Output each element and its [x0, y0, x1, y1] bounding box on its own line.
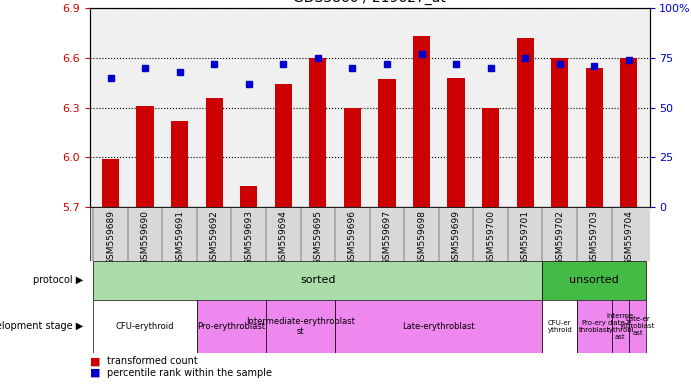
Text: GSM559699: GSM559699 [451, 210, 461, 265]
Bar [335, 300, 542, 353]
Text: Pro-erythroblast: Pro-erythroblast [198, 322, 265, 331]
Title: GDS3860 / 219627_at: GDS3860 / 219627_at [293, 0, 446, 5]
Text: transformed count: transformed count [107, 356, 198, 366]
Bar [343, 108, 361, 207]
Text: GSM559696: GSM559696 [348, 210, 357, 265]
Text: GSM559692: GSM559692 [209, 210, 219, 265]
Text: percentile rank within the sample: percentile rank within the sample [107, 368, 272, 378]
Bar [542, 261, 646, 300]
Bar [197, 300, 266, 353]
Bar [542, 300, 577, 353]
Text: Intermediate-erythroblast
st: Intermediate-erythroblast st [246, 317, 355, 336]
Bar [93, 261, 542, 300]
Bar [378, 79, 395, 207]
Bar [413, 36, 430, 207]
Bar [102, 159, 119, 207]
Text: GSM559691: GSM559691 [175, 210, 184, 265]
Bar [136, 106, 153, 207]
Bar [205, 98, 223, 207]
Bar [551, 58, 568, 207]
Bar [516, 38, 533, 207]
Text: CFU-erythroid: CFU-erythroid [116, 322, 174, 331]
Text: GSM559695: GSM559695 [313, 210, 323, 265]
Bar [629, 300, 646, 353]
Bar [266, 300, 335, 353]
Text: GSM559700: GSM559700 [486, 210, 495, 265]
Text: GSM559703: GSM559703 [589, 210, 599, 265]
Bar [171, 121, 188, 207]
Text: CFU-er
ythroid: CFU-er ythroid [547, 320, 572, 333]
Text: GSM559704: GSM559704 [624, 210, 634, 265]
Text: GSM559694: GSM559694 [278, 210, 288, 265]
Bar [93, 300, 197, 353]
Text: GSM559693: GSM559693 [244, 210, 254, 265]
Bar [274, 84, 292, 207]
Text: GSM559701: GSM559701 [520, 210, 530, 265]
Text: GSM559702: GSM559702 [555, 210, 565, 265]
Text: GSM559689: GSM559689 [106, 210, 115, 265]
Text: ■: ■ [90, 356, 100, 366]
Bar [240, 186, 257, 207]
Text: GSM559690: GSM559690 [140, 210, 150, 265]
Text: GSM559697: GSM559697 [382, 210, 392, 265]
Text: unsorted: unsorted [569, 275, 619, 285]
Text: sorted: sorted [300, 275, 336, 285]
Text: ■: ■ [90, 368, 100, 378]
Text: Late-er
ythroblast
ast: Late-er ythroblast ast [620, 316, 655, 336]
Text: Interme
diate-e
rythrobl
ast: Interme diate-e rythrobl ast [607, 313, 634, 340]
Bar [309, 58, 326, 207]
Bar [447, 78, 464, 207]
Bar [585, 68, 603, 207]
Text: Late-erythroblast: Late-erythroblast [402, 322, 475, 331]
Text: protocol ▶: protocol ▶ [32, 275, 83, 285]
Bar [482, 108, 499, 207]
Text: development stage ▶: development stage ▶ [0, 321, 83, 331]
Text: GSM559698: GSM559698 [417, 210, 426, 265]
Bar [620, 58, 637, 207]
Text: Pro-ery
throblast: Pro-ery throblast [578, 320, 610, 333]
Bar [612, 300, 629, 353]
Bar [577, 300, 612, 353]
